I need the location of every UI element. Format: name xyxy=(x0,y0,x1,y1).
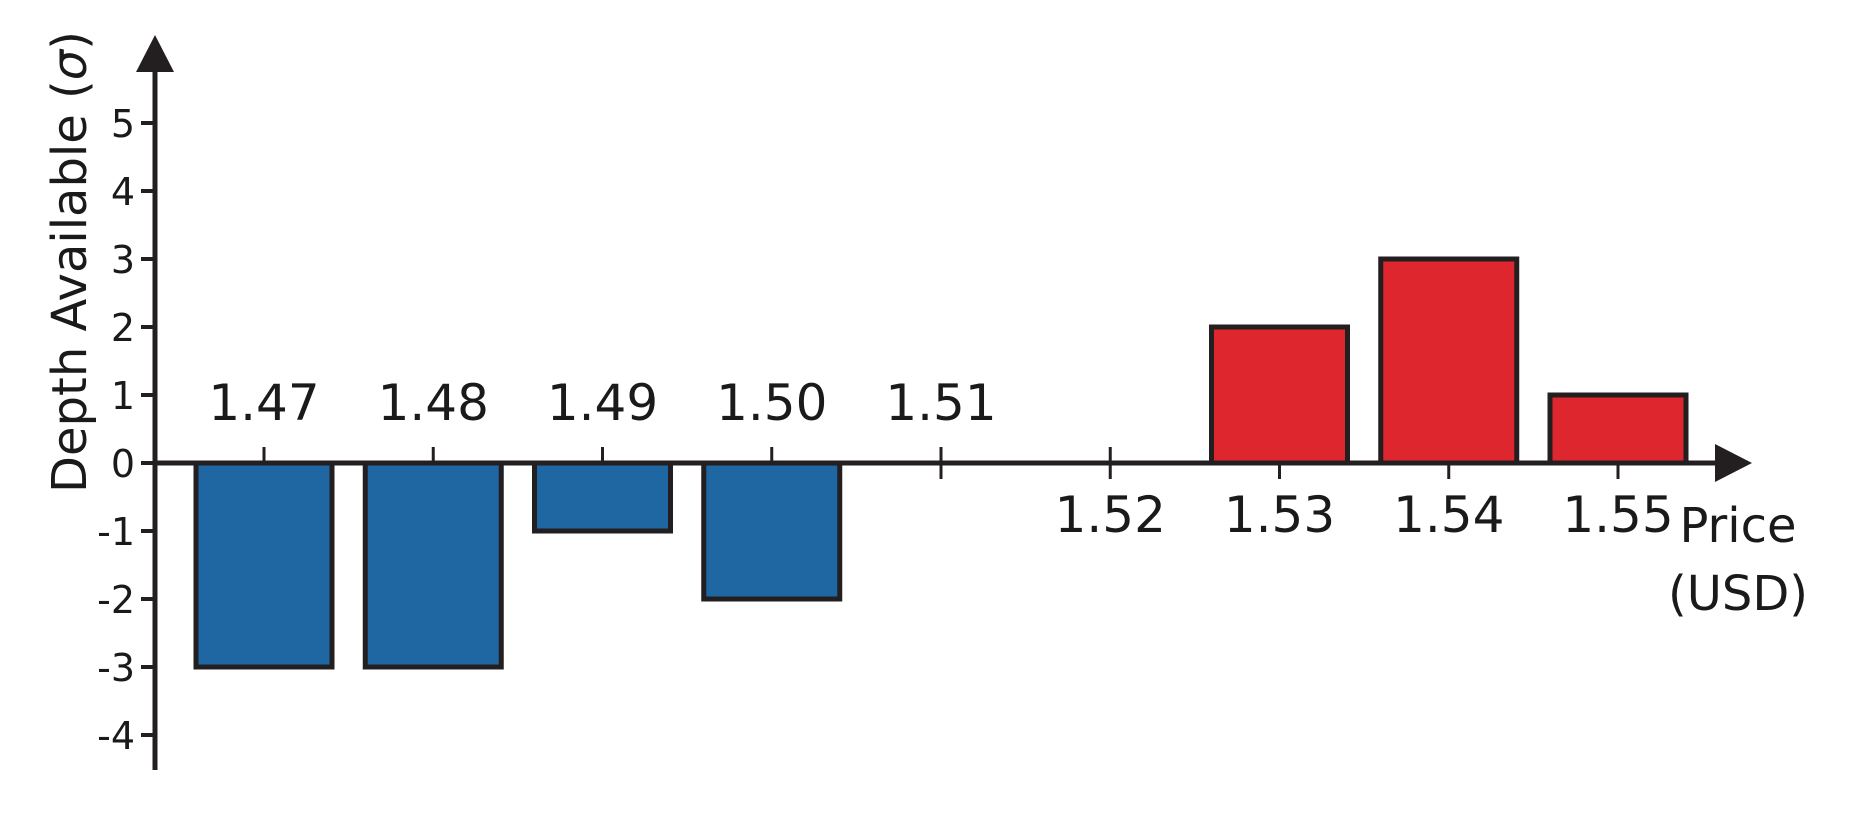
y-tick-label: 1 xyxy=(111,374,135,418)
x-axis-title-line1: Price xyxy=(1679,498,1796,554)
x-tick-label: 1.50 xyxy=(716,374,827,432)
y-tick-label: -3 xyxy=(97,646,135,690)
y-axis-title: Depth Available (σ) xyxy=(42,31,98,493)
x-tick-label: 1.55 xyxy=(1562,486,1673,544)
x-tick-label: 1.49 xyxy=(547,374,658,432)
axes-layer xyxy=(136,35,1752,770)
x-tick-label: 1.47 xyxy=(208,374,319,432)
x-ticks-layer: 1.47 1.48 1.49 1.50 1.51 1.52 1.53 1.54 1.55 xyxy=(208,374,1673,544)
bar-1-53 xyxy=(1209,324,1350,466)
bar-1-50 xyxy=(701,460,843,602)
x-axis-arrowhead xyxy=(1715,444,1752,482)
y-ticks-layer: 5 4 3 2 1 0 -1 -2 -3 -4 xyxy=(97,102,155,758)
bar-1-48 xyxy=(362,460,504,670)
y-tick-label: 3 xyxy=(111,238,135,282)
x-tick-label: 1.54 xyxy=(1393,486,1504,544)
y-axis-arrowhead xyxy=(136,35,174,72)
y-tick-label: -1 xyxy=(97,510,135,554)
bar-1-55 xyxy=(1547,392,1689,466)
bar-1-49 xyxy=(532,460,673,534)
bar-1-47 xyxy=(193,460,335,670)
y-tick-label: 4 xyxy=(111,170,135,214)
y-tick-label: 5 xyxy=(111,102,135,146)
x-tick-label: 1.52 xyxy=(1055,486,1166,544)
x-axis-title-line2: (USD) xyxy=(1668,566,1808,622)
x-tick-label: 1.53 xyxy=(1224,486,1335,544)
y-tick-label: -4 xyxy=(97,714,135,758)
y-tick-label: 2 xyxy=(111,306,135,350)
x-tick-label: 1.48 xyxy=(378,374,489,432)
bar-1-54 xyxy=(1378,256,1520,466)
y-tick-label: 0 xyxy=(111,442,135,486)
y-tick-label: -2 xyxy=(97,578,135,622)
x-tick-label: 1.51 xyxy=(885,374,996,432)
